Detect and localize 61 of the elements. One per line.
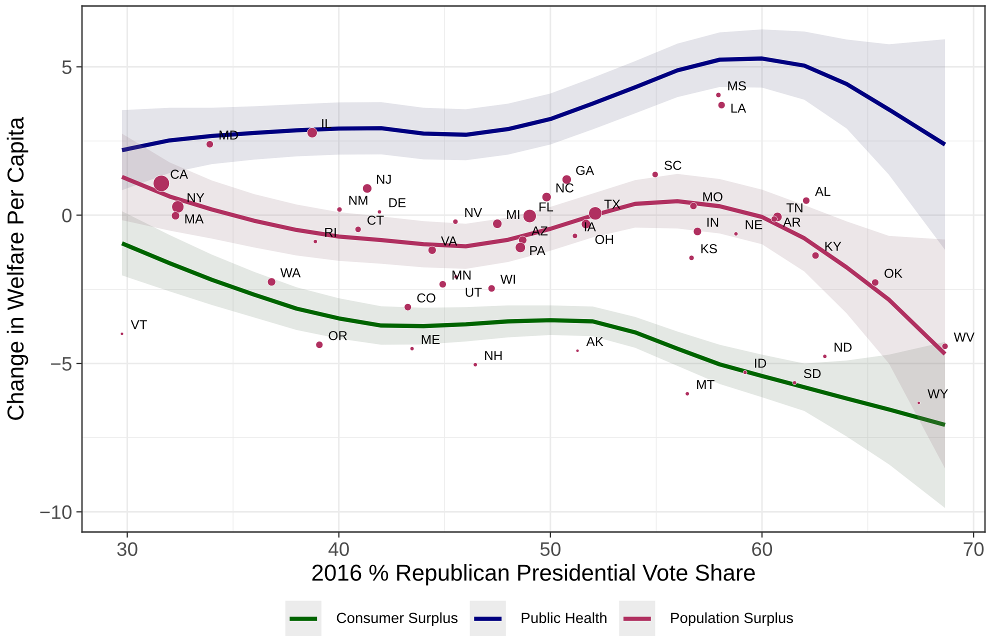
data-label: WA — [280, 268, 301, 278]
data-label: AR — [783, 218, 800, 227]
data-label: WY — [928, 389, 948, 398]
data-label: NH — [485, 351, 502, 360]
data-label: CO — [417, 293, 436, 303]
y-tick-label: −5 — [51, 357, 72, 371]
data-label: NY — [188, 193, 204, 202]
x-tick-label: 30 — [117, 542, 138, 556]
x-tick-label: 50 — [540, 542, 560, 556]
data-label: OR — [328, 331, 347, 340]
data-label: UT — [466, 288, 482, 297]
data-label: KS — [701, 244, 717, 254]
y-tick-label: 5 — [62, 60, 72, 74]
data-label: FL — [540, 202, 554, 212]
y-tick-label: 0 — [62, 208, 72, 222]
data-label: IA — [584, 222, 596, 232]
data-label: PA — [530, 246, 546, 256]
data-label: MN — [452, 270, 471, 280]
data-label: IN — [707, 218, 718, 227]
data-label: NC — [556, 183, 574, 192]
data-label: TX — [604, 200, 620, 209]
data-label: AK — [586, 337, 604, 346]
data-label: MS — [728, 81, 746, 90]
y-tick-label: −10 — [40, 505, 72, 520]
data-label: IL — [322, 119, 332, 128]
data-label: ID — [755, 358, 766, 368]
data-label: NM — [349, 196, 368, 205]
data-label: SC — [664, 160, 682, 170]
data-label: VT — [130, 320, 147, 330]
data-label: WI — [500, 274, 515, 284]
data-label: ME — [422, 335, 440, 344]
legend-label: Population Surplus — [671, 612, 793, 626]
data-label: MA — [185, 214, 204, 224]
data-label: DE — [389, 198, 406, 208]
data-label: NV — [465, 208, 482, 217]
data-label: CT — [368, 216, 384, 225]
data-label: GA — [576, 166, 594, 175]
data-label: VA — [440, 236, 458, 246]
data-label: CA — [170, 170, 188, 179]
data-label: KY — [825, 242, 842, 251]
line-series — [120, 56, 948, 152]
data-label: MI — [507, 210, 520, 220]
data-label: NJ — [377, 174, 391, 184]
x-tick-label: 70 — [964, 542, 984, 556]
data-label: TN — [786, 203, 802, 212]
data-label: OK — [884, 268, 902, 278]
legend-label: Public Health — [522, 612, 606, 624]
y-axis-title: Change in Welfare Per Capita — [6, 116, 28, 420]
data-label: ND — [834, 342, 852, 352]
data-label: MO — [703, 192, 722, 202]
data-label: WV — [954, 332, 975, 342]
data-label: SD — [804, 369, 821, 378]
legend-label: Consumer Surplus — [336, 612, 458, 626]
data-label: MT — [697, 380, 714, 390]
data-label: NE — [746, 220, 762, 230]
x-tick-label: 60 — [752, 542, 772, 556]
data-label: AL — [814, 187, 830, 196]
data-label: OH — [595, 234, 614, 244]
data-label: LA — [731, 104, 746, 113]
x-axis-title: 2016 % Republican Presidential Vote Share — [312, 564, 755, 586]
x-tick-label: 40 — [328, 542, 349, 556]
